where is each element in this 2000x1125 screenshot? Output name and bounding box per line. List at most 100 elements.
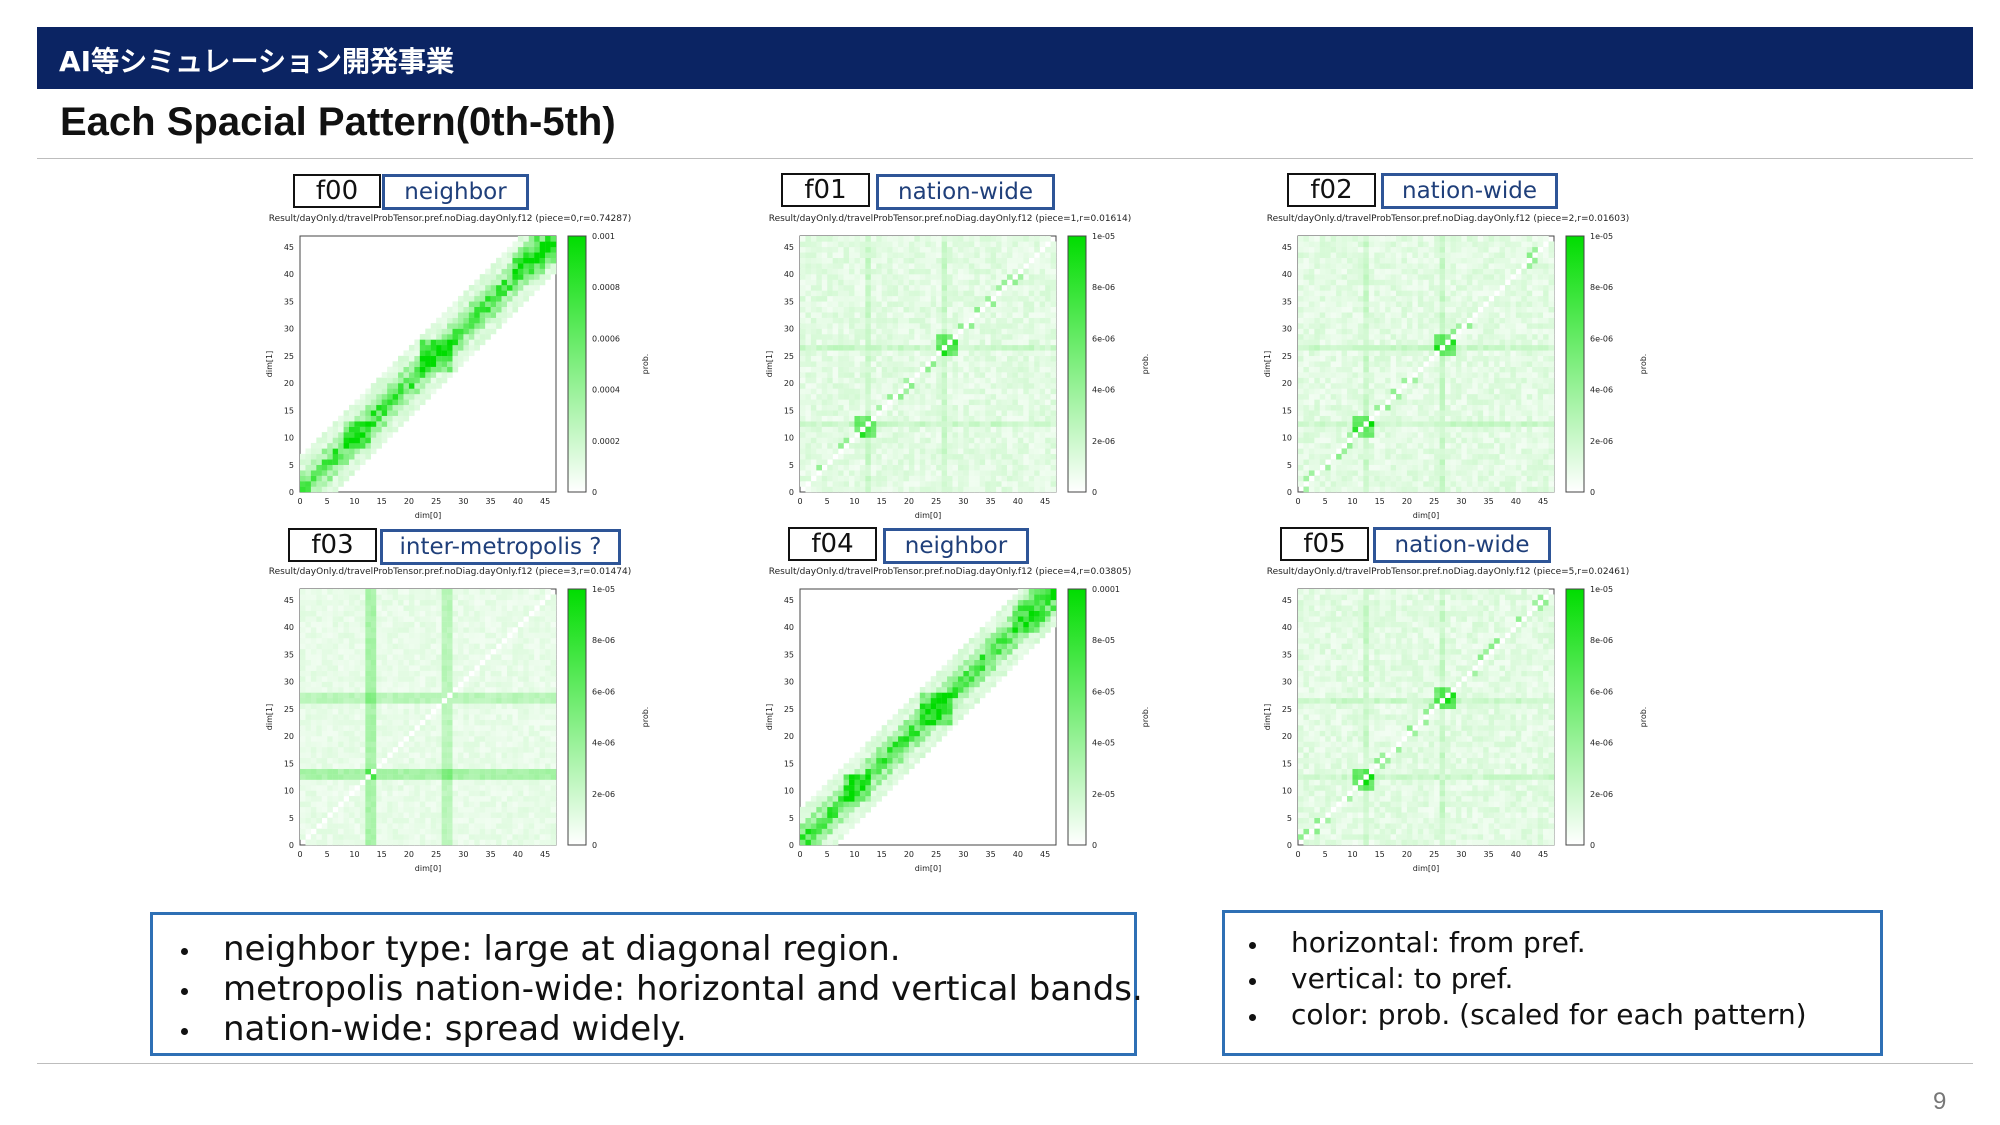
- heatmap-cell: [985, 372, 991, 378]
- heatmap-cell: [930, 344, 937, 351]
- heatmap-cell: [908, 317, 915, 324]
- heatmap-cell: [506, 252, 513, 258]
- heatmap-cell: [1045, 475, 1051, 482]
- heatmap-cell: [403, 410, 410, 416]
- heatmap-cell: [805, 399, 812, 406]
- heatmap-cell: [1494, 295, 1500, 302]
- heatmap-cell: [870, 350, 877, 357]
- heatmap-cell: [452, 344, 459, 351]
- y-tick-label: 40: [784, 270, 794, 279]
- heatmap-cell: [1494, 481, 1500, 487]
- heatmap-cell: [457, 361, 464, 367]
- heatmap-cell: [1050, 279, 1057, 286]
- heatmap-cell: [506, 306, 513, 313]
- heatmap-cell: [1434, 328, 1440, 335]
- heatmap-cell: [919, 328, 926, 335]
- heatmap-cell: [990, 393, 997, 400]
- heatmap-cell: [474, 328, 480, 335]
- heatmap-cell: [892, 475, 899, 482]
- colorbar-tick-label: 8e-06: [1092, 283, 1115, 292]
- heatmap-cell: [947, 328, 953, 335]
- heatmap-cell: [859, 350, 866, 357]
- heatmap-cell: [1412, 470, 1419, 476]
- heatmap-cell: [838, 306, 844, 313]
- heatmap-cell: [952, 481, 959, 487]
- heatmap-cell: [1510, 290, 1517, 297]
- heatmap-cell: [1357, 481, 1364, 487]
- heatmap-cell: [843, 241, 850, 248]
- heatmap-cell: [898, 279, 904, 286]
- heatmap-cell: [800, 339, 806, 346]
- heatmap-cell: [1510, 246, 1517, 253]
- heatmap-cell: [457, 339, 464, 346]
- heatmap-cell: [985, 366, 991, 373]
- heatmap-cell: [957, 306, 964, 313]
- heatmap-cell: [1039, 295, 1046, 302]
- heatmap-cell: [506, 295, 513, 302]
- heatmap-cell: [919, 246, 926, 253]
- heatmap-cell: [947, 241, 953, 248]
- heatmap-cell: [1543, 453, 1549, 460]
- heatmap-cell: [545, 246, 551, 253]
- heatmap-cell: [1379, 344, 1386, 351]
- heatmap-cell: [1499, 393, 1506, 400]
- heatmap-cell: [919, 263, 926, 269]
- heatmap-cell: [1466, 410, 1473, 416]
- heatmap-cell: [936, 388, 942, 395]
- heatmap-cell: [876, 295, 882, 302]
- heatmap-cell: [1450, 437, 1457, 444]
- heatmap-cell: [968, 404, 975, 411]
- heatmap-cell: [1417, 355, 1424, 362]
- heatmap-cell: [968, 241, 975, 248]
- heatmap-cell: [968, 399, 975, 406]
- heatmap-cell: [903, 257, 910, 264]
- heatmap-cell: [517, 295, 524, 302]
- heatmap-cell: [843, 350, 850, 357]
- heatmap-cell: [1423, 274, 1429, 280]
- heatmap-cell: [1548, 241, 1555, 248]
- heatmap-cell: [1445, 377, 1451, 384]
- heatmap-cell: [854, 393, 861, 400]
- heatmap-cell: [1450, 481, 1457, 487]
- heatmap-cell: [919, 464, 926, 471]
- heatmap-cell: [800, 306, 806, 313]
- heatmap-cell: [865, 268, 872, 275]
- heatmap-cell: [1494, 279, 1500, 286]
- heatmap-cell: [1012, 295, 1019, 302]
- heatmap-cell: [1363, 442, 1370, 449]
- heatmap-cell: [1390, 421, 1397, 427]
- heatmap-cell: [343, 437, 350, 444]
- heatmap-cell: [1483, 415, 1489, 422]
- heatmap-cell: [1352, 475, 1359, 482]
- heatmap-cell: [805, 301, 812, 308]
- heatmap-cell: [327, 481, 333, 487]
- heatmap-cell: [1023, 404, 1029, 411]
- heatmap-cell: [1341, 252, 1348, 258]
- heatmap-cell: [821, 263, 828, 269]
- heatmap-cell: [1532, 393, 1538, 400]
- heatmap-cell: [974, 306, 980, 313]
- heatmap-cell: [996, 404, 1002, 411]
- heatmap-cell: [539, 241, 546, 248]
- heatmap-cell: [1374, 421, 1380, 427]
- heatmap-cell: [517, 252, 524, 258]
- heatmap-cell: [800, 432, 806, 438]
- heatmap-cell: [1401, 257, 1408, 264]
- heatmap-cell: [963, 306, 970, 313]
- heatmap-cell: [1319, 263, 1326, 269]
- heatmap-cell: [941, 481, 948, 487]
- heatmap-cell: [985, 361, 991, 367]
- heatmap-cell: [1363, 388, 1370, 395]
- heatmap-cell: [1357, 410, 1364, 416]
- heatmap-cell: [838, 486, 844, 493]
- heatmap-cell: [1543, 295, 1549, 302]
- heatmap-cell: [952, 366, 959, 373]
- heatmap-cell: [849, 295, 855, 302]
- x-tick-label: 35: [1484, 497, 1494, 506]
- heatmap-cell: [941, 361, 948, 367]
- heatmap-cell: [1543, 301, 1549, 308]
- heatmap-cell: [1396, 453, 1402, 460]
- heatmap-cell: [898, 323, 904, 329]
- heatmap-cell: [1308, 481, 1315, 487]
- heatmap-cell: [1439, 301, 1446, 308]
